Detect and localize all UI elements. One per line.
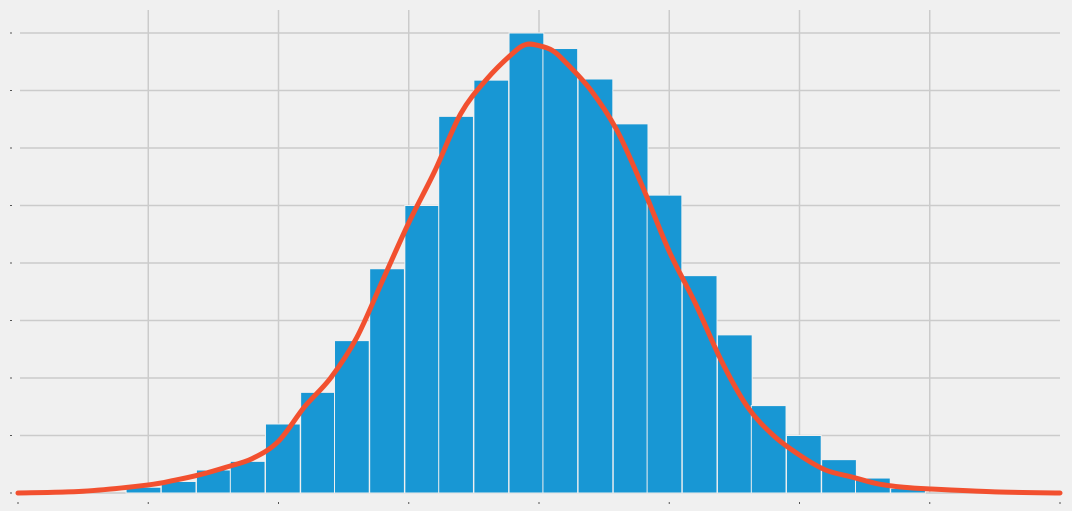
- density-curve: [15, 41, 1063, 496]
- axis-ticks: [10, 32, 1061, 504]
- histogram-bar: [438, 115, 474, 494]
- histogram-bar: [300, 391, 336, 494]
- histogram-bar: [542, 48, 579, 494]
- histogram-bar: [508, 32, 545, 494]
- histogram-bar: [473, 79, 510, 494]
- histogram-bar: [612, 123, 649, 494]
- histogram-bar: [404, 205, 441, 494]
- histogram-bar: [577, 78, 614, 494]
